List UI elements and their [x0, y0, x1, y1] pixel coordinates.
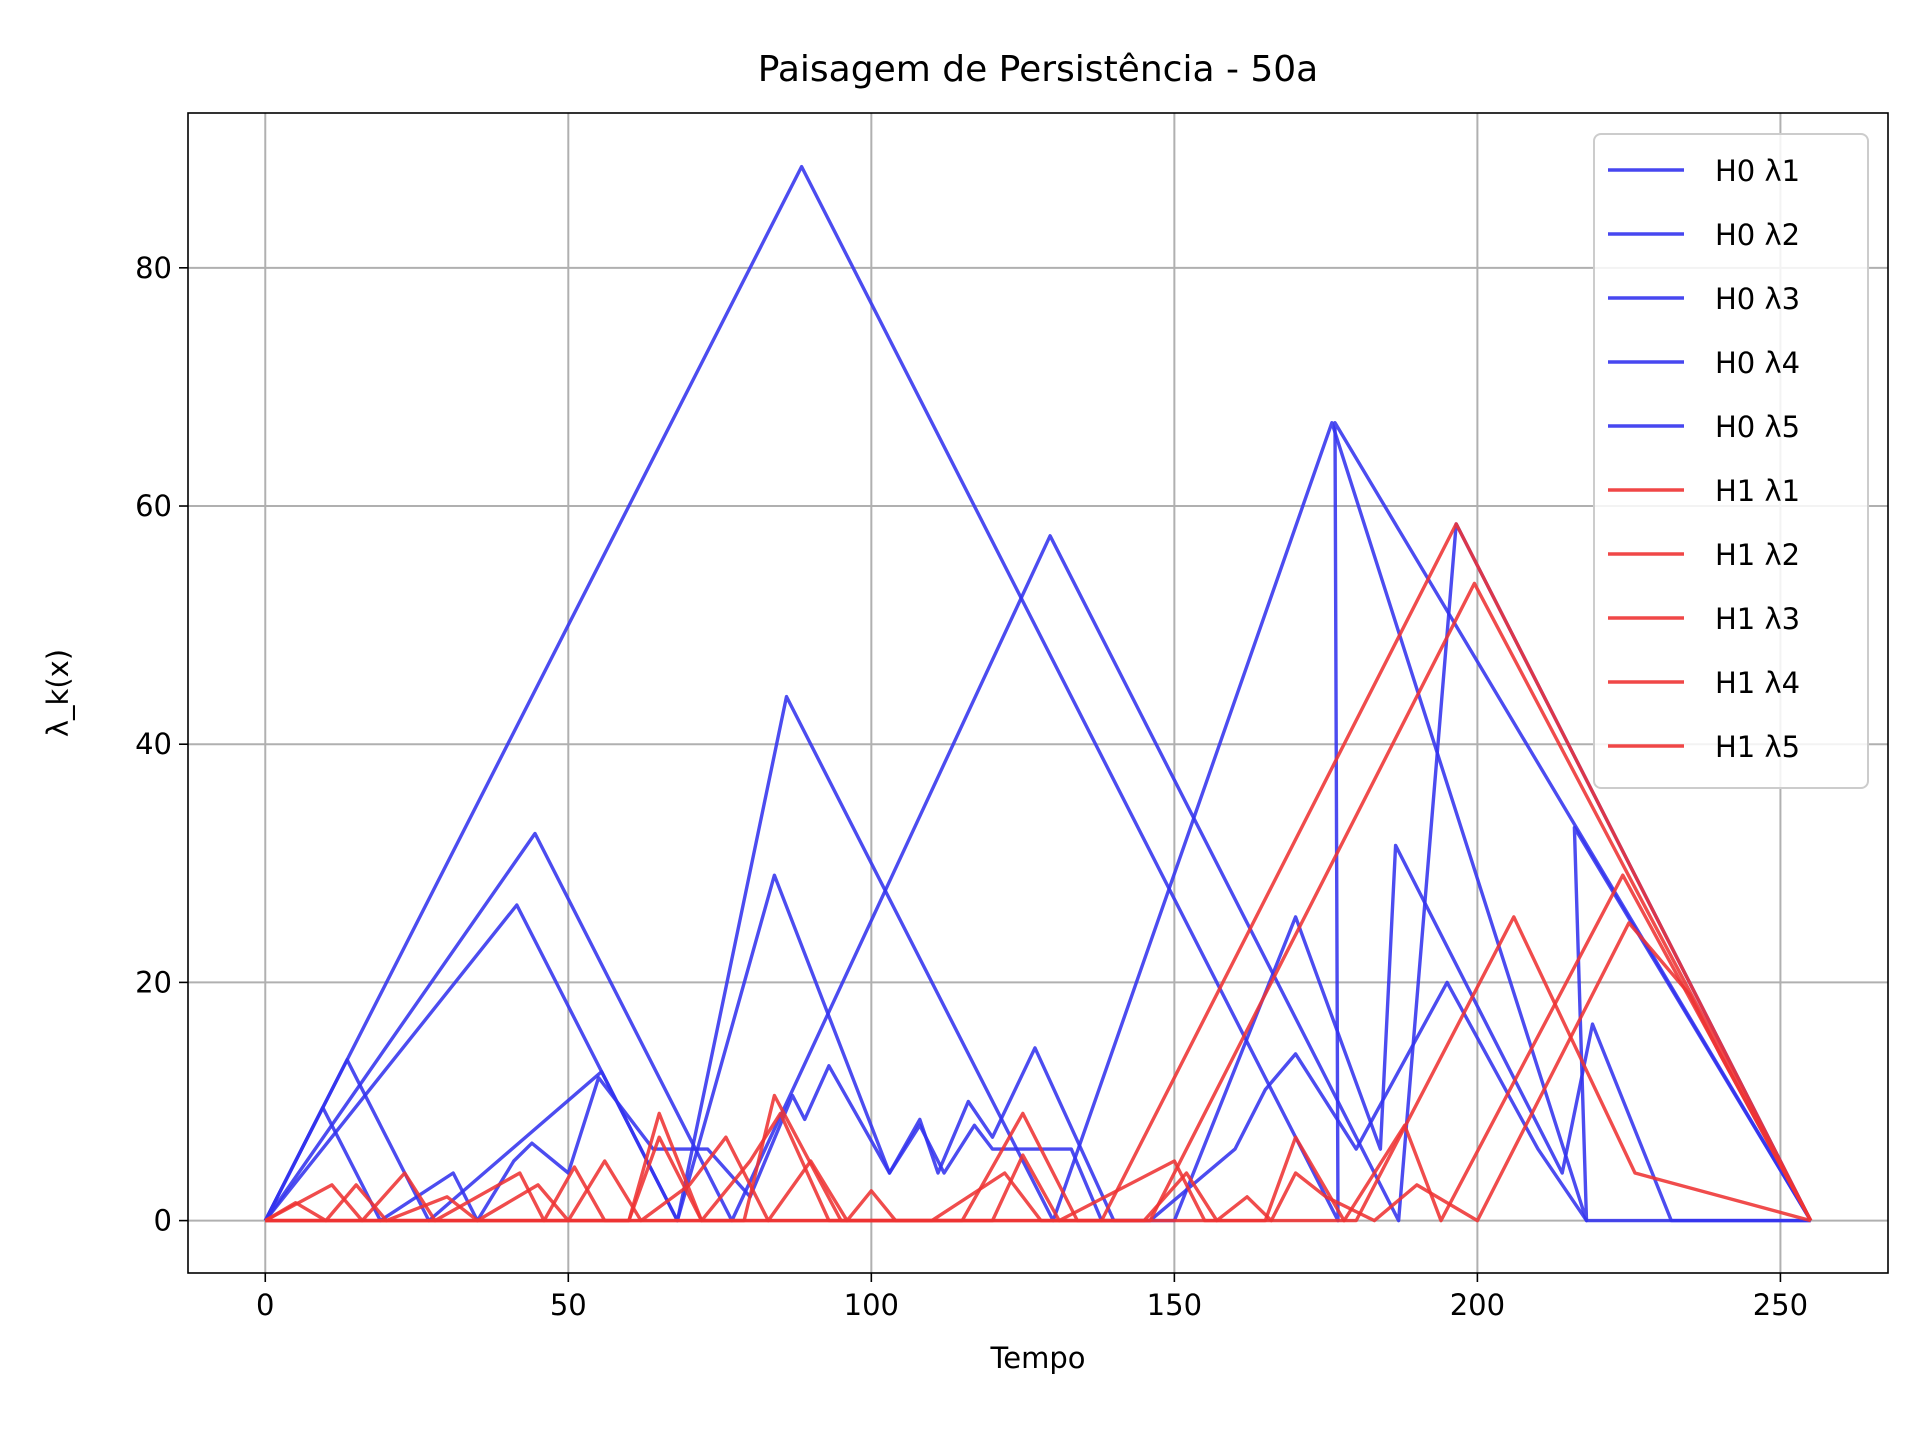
axis-ticks: 0 50 100 150 200 250 0 20 40 60 80	[135, 251, 1808, 1322]
y-tick-label: 60	[135, 489, 172, 523]
y-tick-label: 20	[135, 965, 172, 999]
x-tick-label: 0	[256, 1288, 274, 1322]
series-line-9	[264, 873, 1813, 1223]
chart-title: Paisagem de Persistência - 50a	[758, 49, 1319, 90]
legend-label: H1 λ3	[1715, 602, 1800, 636]
x-tick-label: 150	[1147, 1288, 1202, 1322]
series-lines	[263, 164, 1813, 1223]
legend-label: H0 λ1	[1715, 154, 1800, 188]
legend-label: H1 λ4	[1715, 666, 1800, 700]
legend-label: H0 λ3	[1715, 282, 1800, 316]
x-axis-label: Tempo	[989, 1341, 1085, 1375]
legend-label: H1 λ1	[1715, 474, 1800, 508]
y-tick-label: 40	[135, 727, 172, 761]
x-tick-label: 100	[844, 1288, 899, 1322]
series-line-4	[263, 843, 1811, 1223]
x-tick-label: 50	[550, 1288, 587, 1322]
y-axis-label: λ_k(x)	[41, 649, 75, 737]
legend-label: H0 λ4	[1715, 346, 1800, 380]
legend-label: H0 λ2	[1715, 218, 1800, 252]
legend: H0 λ1 H0 λ2 H0 λ3 H0 λ4 H0 λ5 H1 λ1 H1 λ2 H1 λ3…	[1593, 133, 1869, 789]
y-tick-label: 0	[154, 1204, 172, 1238]
legend-label: H0 λ5	[1715, 410, 1800, 444]
x-tick-label: 250	[1753, 1288, 1808, 1322]
plot-frame	[187, 112, 1889, 1274]
series-line-10	[264, 921, 1813, 1223]
legend-label: H1 λ2	[1715, 538, 1800, 572]
legend-label: H1 λ5	[1715, 730, 1800, 764]
series-line-5	[263, 980, 1811, 1223]
y-tick-label: 80	[135, 251, 172, 285]
x-tick-label: 200	[1450, 1288, 1505, 1322]
